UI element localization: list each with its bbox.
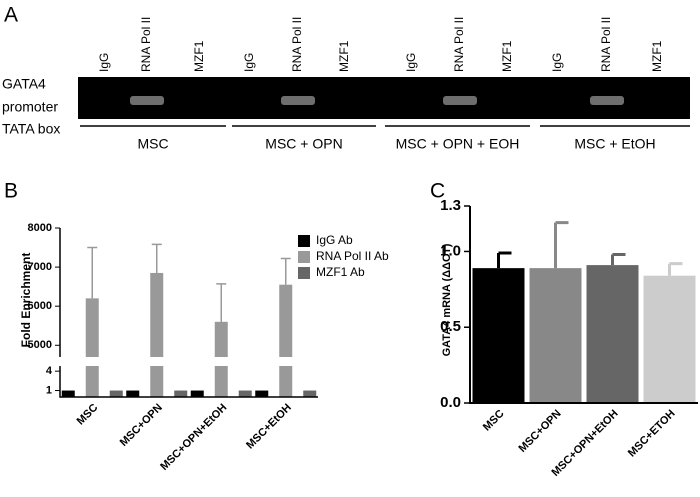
panel-letter: C	[430, 180, 445, 203]
y-tick-label: 1.3	[440, 197, 461, 214]
group-label: MSC + EtOH	[574, 136, 655, 152]
bar	[238, 390, 252, 397]
group-label: MSC	[137, 136, 168, 152]
bar	[255, 390, 269, 397]
panel-letter: A	[4, 4, 18, 27]
x-tick-label: MSC+OPN	[118, 402, 165, 449]
bar	[529, 268, 582, 403]
error-bar	[611, 252, 626, 266]
panel-letter: B	[4, 180, 18, 203]
gel-band	[130, 96, 164, 105]
lane-label: IgG	[404, 53, 418, 72]
lane-label: IgG	[550, 53, 564, 72]
error-bar	[668, 262, 683, 276]
row-label: TATA box	[2, 121, 60, 137]
error-bar	[554, 221, 569, 269]
legend-label: MZF1 Ab	[316, 265, 365, 279]
lane-label: MZF1	[192, 40, 206, 72]
bar	[586, 265, 639, 403]
error-bar	[280, 257, 291, 285]
axes	[469, 206, 698, 404]
bar	[174, 390, 188, 397]
x-tick-label: MSC	[75, 402, 101, 428]
bar	[303, 390, 317, 397]
bar	[150, 272, 164, 397]
gel-band	[281, 96, 315, 105]
legend-label: RNA Pol II Ab	[316, 249, 389, 263]
bar	[279, 284, 293, 397]
bar	[109, 390, 123, 397]
lane-label: MZF1	[650, 40, 664, 72]
bar	[126, 390, 140, 397]
error-bar	[87, 246, 98, 299]
row-label: GATA4	[2, 76, 46, 92]
lane-label: RNA Pol II	[599, 17, 613, 72]
gel-band	[590, 96, 624, 105]
y-tick-label: 6000	[28, 300, 52, 312]
lane-label: IgG	[242, 53, 256, 72]
axis-break	[52, 357, 320, 366]
x-tick-label: MSC+EtOH	[244, 402, 294, 452]
legend-swatch	[298, 251, 310, 263]
group-label: MSC + OPN + EOH	[396, 136, 520, 152]
bar	[85, 298, 99, 397]
bar	[643, 275, 696, 403]
lane-label: RNA Pol II	[290, 17, 304, 72]
y-tick-label: 1	[46, 384, 52, 396]
y-tick-label: 7000	[28, 261, 52, 273]
legend-swatch	[298, 267, 310, 279]
x-tick-label: MSC+ETOH	[626, 408, 678, 460]
bar	[61, 390, 75, 397]
row-label: promoter	[2, 99, 58, 115]
x-tick-label: MSC+OPN+EtOH	[158, 402, 229, 473]
bar	[190, 390, 204, 397]
y-tick-label: 5000	[28, 339, 52, 351]
error-bar	[216, 283, 227, 322]
x-tick-label: MSC+OPN	[516, 408, 563, 455]
gel-image	[78, 77, 690, 119]
lane-label: RNA Pol II	[139, 17, 153, 72]
error-bar	[151, 243, 162, 273]
y-axis	[59, 228, 318, 398]
y-axis-label: Fold Enrichment	[19, 253, 33, 348]
y-axis-label: GATA4 mRNA (ΔΔCT)	[441, 243, 453, 356]
bar	[472, 268, 525, 403]
lane-label: IgG	[97, 53, 111, 72]
error-bar	[497, 251, 512, 269]
legend-label: IgG Ab	[316, 233, 353, 247]
lane-label: RNA Pol II	[452, 17, 466, 72]
lane-label: MZF1	[500, 40, 514, 72]
y-tick-label: 1.0	[440, 242, 461, 259]
gel-band	[443, 96, 477, 105]
y-tick-label: 8000	[28, 222, 52, 234]
y-tick-label: 0.0	[440, 394, 461, 411]
y-tick-label: 0.5	[440, 318, 461, 335]
group-label: MSC + OPN	[265, 136, 342, 152]
legend-swatch	[298, 235, 310, 247]
y-tick-label: 4	[46, 365, 53, 377]
lane-label: MZF1	[337, 40, 351, 72]
x-tick-label: MSC	[481, 408, 507, 434]
